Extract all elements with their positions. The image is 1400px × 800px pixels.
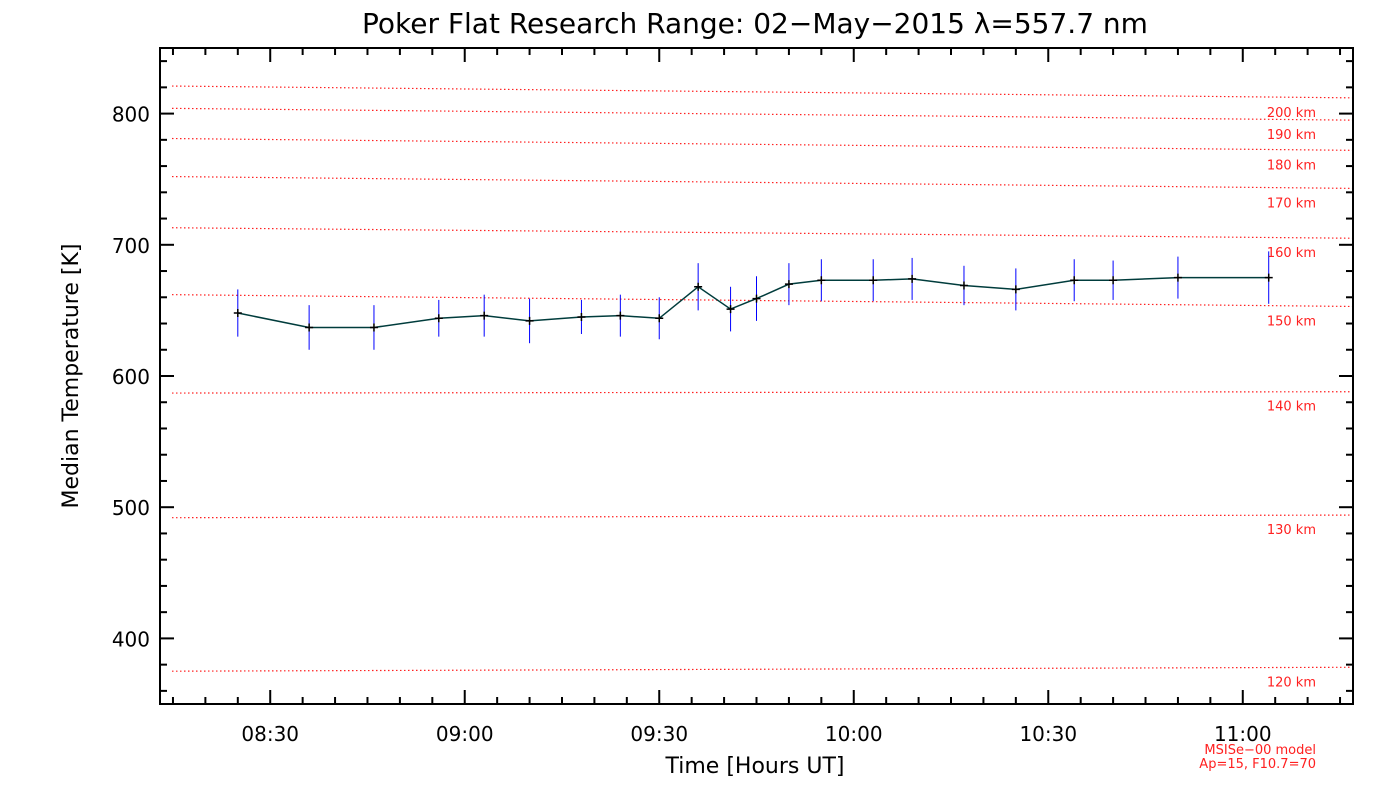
model-line-150km bbox=[171, 294, 1354, 308]
model-line-170km bbox=[171, 175, 1354, 189]
data-point bbox=[577, 312, 586, 321]
chart-title: Poker Flat Research Range: 02−May−2015 λ… bbox=[362, 7, 1148, 40]
data-point bbox=[369, 323, 378, 332]
y-tick-label: 400 bbox=[112, 627, 150, 651]
data-point bbox=[1070, 276, 1079, 285]
x-tick-label: 08:30 bbox=[241, 722, 299, 746]
data-point bbox=[694, 282, 703, 291]
altitude-label: 200 km bbox=[1267, 106, 1316, 121]
x-tick-label: 10:30 bbox=[1019, 722, 1077, 746]
altitude-label: 140 km bbox=[1267, 400, 1316, 415]
model-note-line2: Ap=15, F10.7=70 bbox=[1199, 757, 1316, 772]
data-point bbox=[1173, 273, 1182, 282]
data-point bbox=[784, 280, 793, 289]
altitude-label: 130 km bbox=[1267, 523, 1316, 538]
data-point bbox=[305, 323, 314, 332]
altitude-label: 160 km bbox=[1267, 246, 1316, 261]
data-point bbox=[817, 276, 826, 285]
data-point bbox=[434, 314, 443, 323]
x-tick-label: 10:00 bbox=[825, 722, 883, 746]
y-tick-label: 500 bbox=[112, 496, 150, 520]
temperature-line bbox=[237, 276, 1269, 329]
data-point bbox=[525, 316, 534, 325]
y-tick-label: 800 bbox=[112, 103, 150, 127]
altitude-label: 150 km bbox=[1267, 314, 1316, 329]
axis-ticks: 08:30 09:00 09:30 10:00 10:30 11:00 400 500 600 7… bbox=[112, 48, 1353, 746]
model-reference-lines: 120 km 130 km 140 km 150 km 160 km 170 km 180 … bbox=[171, 85, 1354, 690]
model-line-200km bbox=[171, 85, 1354, 99]
data-point bbox=[908, 274, 917, 283]
x-tick-label: 09:00 bbox=[436, 722, 494, 746]
data-point bbox=[726, 305, 735, 314]
data-point bbox=[959, 281, 968, 290]
data-point bbox=[1109, 276, 1118, 285]
altitude-label: 120 km bbox=[1267, 675, 1316, 690]
data-point bbox=[480, 311, 489, 320]
model-note-line1: MSISe−00 model bbox=[1204, 743, 1316, 758]
x-tick-label: 11:00 bbox=[1214, 722, 1272, 746]
data-point bbox=[1264, 273, 1273, 282]
data-series bbox=[233, 251, 1273, 350]
model-line-120km bbox=[171, 666, 1354, 672]
model-line-130km bbox=[171, 514, 1354, 519]
altitude-label: 180 km bbox=[1267, 158, 1316, 173]
model-line-180km bbox=[171, 137, 1354, 151]
data-point bbox=[655, 314, 664, 323]
data-point bbox=[233, 309, 242, 318]
model-line-160km bbox=[171, 227, 1354, 239]
data-point bbox=[869, 276, 878, 285]
y-tick-label: 700 bbox=[112, 234, 150, 258]
y-axis-label: Median Temperature [K] bbox=[59, 244, 84, 509]
x-axis-label: Time [Hours UT] bbox=[665, 754, 845, 779]
data-point bbox=[752, 294, 761, 303]
data-point bbox=[1011, 285, 1020, 294]
x-tick-label: 09:30 bbox=[630, 722, 688, 746]
altitude-label: 170 km bbox=[1267, 196, 1316, 211]
model-line-190km bbox=[171, 107, 1354, 121]
data-point bbox=[616, 311, 625, 320]
altitude-label: 190 km bbox=[1267, 128, 1316, 143]
y-tick-label: 600 bbox=[112, 365, 150, 389]
plot-frame bbox=[159, 47, 1354, 705]
model-line-140km bbox=[171, 391, 1354, 394]
